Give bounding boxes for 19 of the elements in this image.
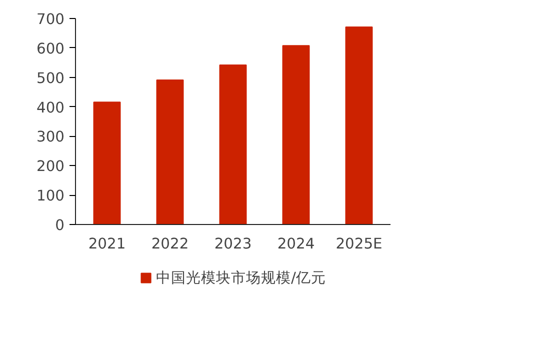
y-tick-label: 0 [55, 217, 65, 234]
y-tick-label: 200 [36, 158, 65, 176]
x-tick-label: 2022 [151, 236, 189, 252]
x-tick-label: 2024 [277, 236, 315, 252]
y-tick-label: 500 [36, 70, 65, 87]
x-tick-label: 2025E [336, 236, 382, 252]
bar [93, 102, 121, 224]
x-tick-label: 2021 [88, 236, 126, 252]
y-tick-label: 700 [36, 11, 65, 28]
y-tick-label: 600 [36, 40, 65, 58]
y-tick-label: 300 [36, 128, 65, 146]
x-tick-label: 2023 [214, 236, 252, 252]
y-tick-label: 100 [36, 188, 65, 205]
y-tick-label: 400 [36, 99, 65, 116]
bar [282, 45, 310, 224]
bar [345, 26, 373, 224]
bar [156, 80, 184, 224]
bar [219, 64, 247, 224]
legend-label: 中国光模块市场规模/亿元 [156, 268, 326, 287]
